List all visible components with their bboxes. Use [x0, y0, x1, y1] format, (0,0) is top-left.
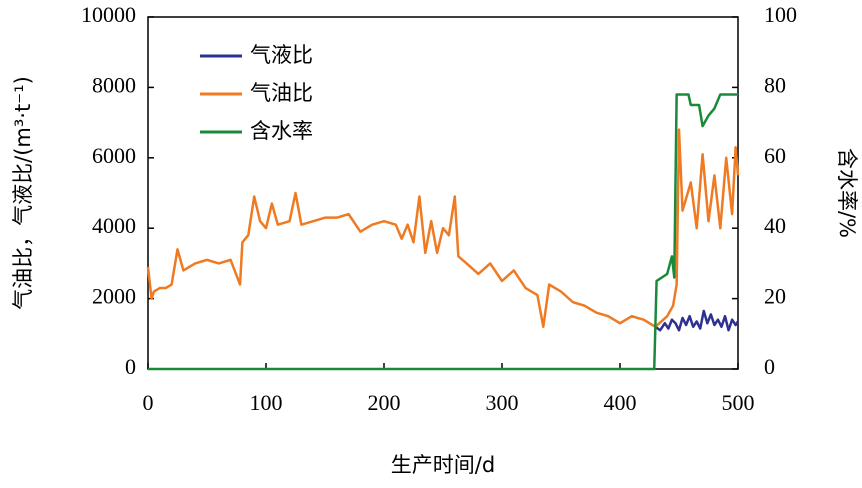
x-tick-label: 0	[143, 390, 154, 415]
y2-tick-label: 60	[764, 143, 786, 168]
x-axis-label: 生产时间/d	[391, 453, 495, 477]
plot-frame	[147, 16, 739, 370]
y-tick-label: 2000	[92, 284, 136, 309]
x-tick-label: 400	[604, 390, 637, 415]
y2-tick-label: 100	[764, 2, 797, 27]
y2-tick-label: 20	[764, 284, 786, 309]
y-tick-label: 4000	[92, 213, 136, 238]
y-axis-label: 气油比，气液比/(m³·t⁻¹)	[11, 76, 35, 310]
legend-label: 含水率	[250, 119, 313, 143]
x-tick-label: 300	[486, 390, 519, 415]
series-line	[148, 93, 738, 371]
y-tick-label: 8000	[92, 72, 136, 97]
series-line	[654, 309, 740, 332]
y2-tick-label: 80	[764, 72, 786, 97]
x-tick-label: 500	[722, 390, 755, 415]
y2-axis-label: 含水率/%	[835, 148, 859, 238]
y2-tick-label: 0	[764, 354, 775, 379]
series-line	[146, 128, 740, 329]
y2-tick-label: 40	[764, 213, 786, 238]
legend-label: 气液比	[250, 43, 313, 67]
y-tick-label: 6000	[92, 143, 136, 168]
x-tick-label: 100	[250, 390, 283, 415]
y-tick-label: 0	[125, 354, 136, 379]
x-tick-label: 200	[368, 390, 401, 415]
legend-label: 气油比	[250, 81, 313, 105]
y-tick-label: 10000	[81, 2, 136, 27]
